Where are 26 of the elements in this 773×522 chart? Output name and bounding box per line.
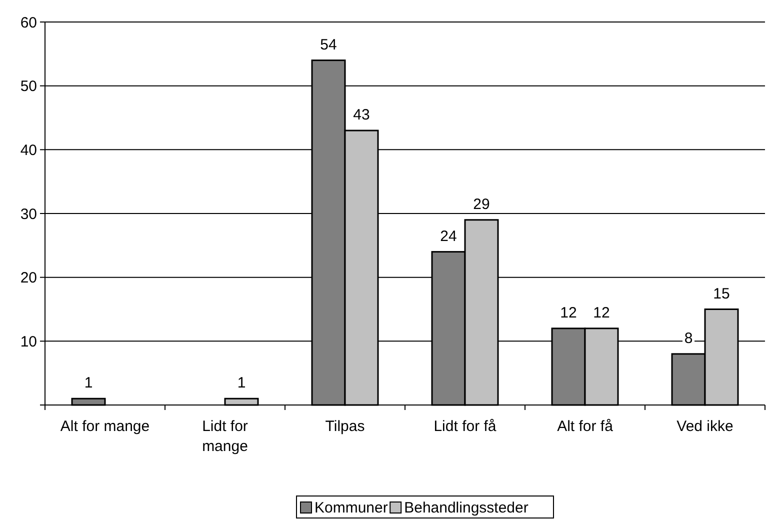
bar: [71, 398, 106, 406]
data-label: 24: [440, 228, 457, 245]
y-tick-label: 10: [20, 333, 37, 350]
x-tick-label: Alt for mange: [60, 418, 150, 435]
x-tick-label: Alt for få: [557, 418, 614, 435]
data-label: 15: [713, 285, 730, 302]
data-label: 12: [560, 304, 577, 322]
legend-label: Behandlingssteder: [404, 499, 528, 516]
y-tick-label: 50: [20, 78, 37, 96]
data-label: 54: [320, 36, 337, 54]
y-tick-label: 60: [20, 14, 37, 32]
data-label: 1: [84, 374, 93, 392]
x-tick-label: Lidt for mange: [202, 418, 248, 455]
y-tick-label: 30: [20, 206, 37, 223]
data-label: 12: [593, 304, 610, 322]
y-tick-label: 40: [20, 142, 37, 159]
data-label: 29: [473, 196, 490, 213]
x-tick-label: Tilpas: [325, 418, 365, 435]
data-label: 43: [353, 106, 370, 124]
y-tick-label: 20: [20, 270, 37, 287]
legend-label: Kommuner: [314, 499, 388, 516]
data-label: 8: [684, 330, 693, 347]
x-tick-label: Ved ikke: [676, 418, 734, 435]
data-label: 1: [237, 374, 246, 392]
x-tick-label: Lidt for få: [434, 418, 497, 435]
bar: [224, 398, 259, 406]
